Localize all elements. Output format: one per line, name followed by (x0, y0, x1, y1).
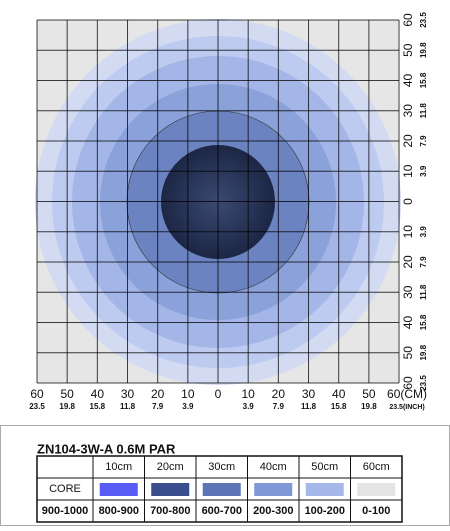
x-inch-label: 19.8 (361, 402, 377, 411)
range-label: 900-1000 (42, 505, 89, 517)
x-cm-label: 60(CM) (387, 387, 427, 401)
distance-label: 10cm (105, 461, 132, 473)
y-cm-label: 60 (401, 13, 415, 27)
y-cm-label: 60 (401, 376, 415, 390)
range-label: 600-700 (202, 505, 242, 517)
y-inch-label: 11.8 (419, 103, 428, 119)
range-label: 0-100 (362, 505, 390, 517)
x-inch-label: 11.8 (301, 402, 317, 411)
y-inch-label: 3.9 (419, 165, 428, 177)
range-label: 700-800 (150, 505, 190, 517)
x-cm-label: 10 (242, 387, 256, 401)
x-cm-label: 30 (121, 387, 135, 401)
range-label: 200-300 (253, 505, 293, 517)
x-cm-label: 20 (151, 387, 165, 401)
distance-label: 40cm (260, 461, 287, 473)
x-cm-label: 0 (215, 387, 222, 401)
range-label: 800-900 (99, 505, 139, 517)
y-cm-label: 30 (401, 104, 415, 118)
legend-table: CORE 10cm 20cm 30cm 40cm 50cm 60cm 900-1000 800-… (36, 455, 403, 523)
grid (36, 19, 400, 384)
y-inch-label: 23.5 (419, 12, 428, 28)
color-swatch (254, 483, 293, 496)
core-label: CORE (49, 483, 81, 495)
y-cm-label: 50 (401, 346, 415, 360)
x-cm-label: 40 (332, 387, 346, 401)
distance-label: 60cm (363, 461, 390, 473)
y-inch-label: 15.8 (419, 314, 428, 330)
x-inch-label: 7.9 (273, 402, 285, 411)
x-inch-label: 7.9 (152, 402, 164, 411)
y-inch-label: 7.9 (419, 256, 428, 268)
color-swatch (151, 483, 190, 496)
y-cm-label: 40 (401, 316, 415, 330)
x-cm-label: 60 (30, 387, 44, 401)
x-cm-label: 10 (181, 387, 195, 401)
y-cm-label: 0 (401, 198, 415, 205)
y-inch-label: 7.9 (419, 135, 428, 147)
x-cm-label: 30 (302, 387, 316, 401)
y-inch-label: 15.8 (419, 72, 428, 88)
x-inch-label: 15.8 (331, 402, 347, 411)
x-cm-label: 50 (60, 387, 74, 401)
x-inch-label: 11.8 (120, 402, 136, 411)
x-inch-label: 19.8 (59, 402, 75, 411)
x-inch-label: 23.5(INCH) (389, 404, 424, 411)
color-swatch (202, 483, 241, 496)
legend-title: ZN104-3W-A 0.6M PAR (37, 441, 176, 456)
range-label: 100-200 (305, 505, 345, 517)
x-cm-label: 40 (91, 387, 105, 401)
y-cm-label: 50 (401, 43, 415, 57)
y-cm-label: 20 (401, 134, 415, 148)
x-cm-label: 20 (272, 387, 286, 401)
x-cm-label: 50 (362, 387, 376, 401)
y-cm-label: 20 (401, 255, 415, 269)
y-inch-label: 19.8 (419, 42, 428, 58)
distance-label: 30cm (208, 461, 235, 473)
x-inch-label: 23.5 (29, 402, 45, 411)
y-inch-label: 11.8 (419, 284, 428, 300)
y-cm-label: 30 (401, 285, 415, 299)
x-inch-label: 3.9 (182, 402, 194, 411)
distance-label: 20cm (157, 461, 184, 473)
color-swatch (357, 483, 396, 496)
y-inch-label: 19.8 (419, 344, 428, 360)
x-inch-label: 15.8 (90, 402, 106, 411)
distance-label: 50cm (311, 461, 338, 473)
y-cm-label: 10 (401, 164, 415, 178)
axis-labels: 60 50 40 30 20 10 0 10 20 30 40 50 60(CM)23.5 19.8 15.… (29, 12, 428, 411)
y-inch-label: 3.9 (419, 226, 428, 238)
color-swatch (99, 483, 138, 496)
y-cm-label: 10 (401, 225, 415, 239)
y-cm-label: 40 (401, 74, 415, 88)
color-swatch (305, 483, 344, 496)
y-inch-label: 23.5 (419, 375, 428, 391)
x-inch-label: 3.9 (243, 402, 255, 411)
